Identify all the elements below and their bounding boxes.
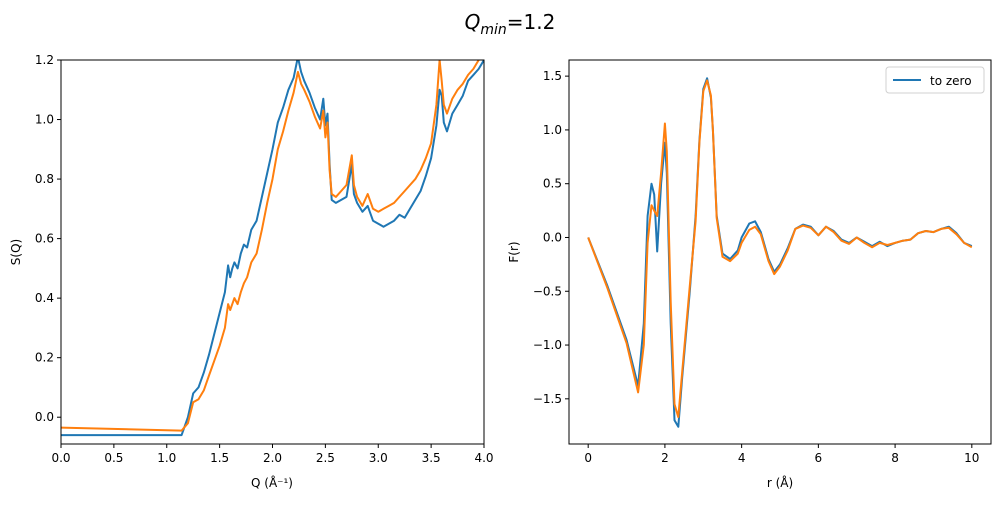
- y-tick-label: 0.5: [543, 177, 562, 191]
- y-tick-label: 0.6: [35, 232, 54, 246]
- right-chart: 0 2 4 6 8 10 −1.5 −1.0 −0.5 0.0 0.5 1.0 1.5 r (Å) F…: [507, 59, 992, 490]
- y-tick-label: 0.8: [35, 172, 54, 186]
- title-rest: =1.2: [507, 10, 556, 34]
- right-x-ticks: 0 2 4 6 8 10: [584, 444, 979, 465]
- x-tick-label: 1.0: [157, 451, 176, 465]
- right-y-axis-label: F(r): [507, 241, 521, 262]
- chart0-series-line-1: [61, 60, 481, 432]
- x-tick-label: 0.0: [51, 451, 70, 465]
- left-chart: 0.0 0.5 1.0 1.5 2.0 2.5 3.0 3.5 4.0 0.0 0.2 0.4 0.6…: [9, 53, 494, 490]
- y-tick-label: 1.0: [35, 113, 54, 127]
- chart1-series-line-0: [587, 77, 973, 428]
- x-tick-label: 6: [815, 451, 823, 465]
- x-tick-label: 2.0: [263, 451, 282, 465]
- right-y-ticks: −1.5 −1.0 −0.5 0.0 0.5 1.0 1.5: [533, 69, 569, 406]
- x-tick-label: 4: [738, 451, 746, 465]
- right-axes-frame: [568, 59, 992, 445]
- left-y-axis-label: S(Q): [9, 239, 23, 265]
- left-series-lines: [61, 60, 484, 437]
- left-x-ticks: 0.0 0.5 1.0 1.5 2.0 2.5 3.0 3.5 4.0: [51, 444, 494, 465]
- y-tick-label: 1.5: [543, 69, 562, 83]
- x-tick-label: 0: [584, 451, 592, 465]
- x-tick-label: 2.5: [316, 451, 335, 465]
- y-tick-label: 1.2: [35, 53, 54, 67]
- legend-box: [885, 66, 985, 94]
- title-subscript: min: [480, 22, 506, 38]
- y-tick-label: 1.0: [543, 123, 562, 137]
- y-tick-label: −1.5: [533, 392, 562, 406]
- x-tick-label: 2: [661, 451, 669, 465]
- left-x-axis-label: Q (Å⁻¹): [251, 475, 293, 490]
- legend-label: to zero: [930, 74, 972, 88]
- y-tick-label: 0.0: [543, 230, 562, 244]
- title-base: Q: [465, 10, 481, 34]
- right-series-lines: [587, 77, 973, 428]
- chart0-series-line-0: [61, 60, 484, 437]
- y-tick-label: 0.2: [35, 351, 54, 365]
- chart1-series-line-1: [587, 79, 973, 419]
- y-tick-label: 0.0: [35, 410, 54, 424]
- y-tick-label: −1.0: [533, 338, 562, 352]
- x-tick-label: 8: [891, 451, 899, 465]
- x-tick-label: 1.5: [210, 451, 229, 465]
- x-tick-label: 3.0: [369, 451, 388, 465]
- x-tick-label: 10: [964, 451, 979, 465]
- y-tick-label: −0.5: [533, 284, 562, 298]
- left-axes-frame: [60, 59, 485, 445]
- right-x-axis-label: r (Å): [767, 475, 793, 490]
- x-tick-label: 4.0: [474, 451, 493, 465]
- x-tick-label: 3.5: [422, 451, 441, 465]
- x-tick-label: 0.5: [104, 451, 123, 465]
- y-tick-label: 0.4: [35, 291, 54, 305]
- figure-title: Qmin=1.2: [465, 10, 556, 38]
- left-y-ticks: 0.0 0.2 0.4 0.6 0.8 1.0 1.2: [35, 53, 61, 424]
- legend: to zero: [885, 66, 985, 94]
